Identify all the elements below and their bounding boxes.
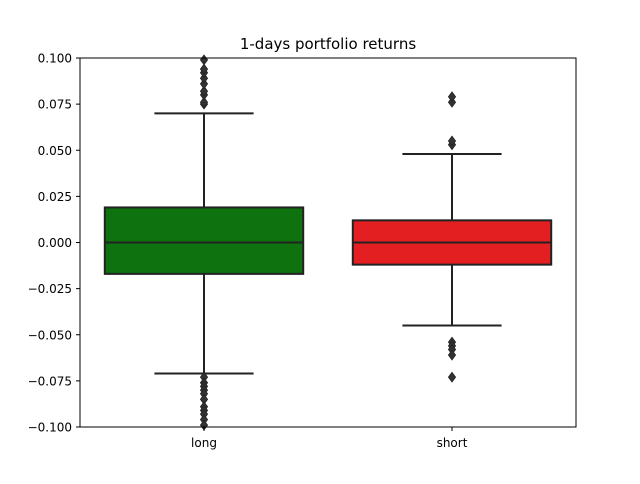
y-tick-label: −0.075 [28,374,72,388]
y-tick-label: 0.075 [38,98,72,112]
plot-frame [79,57,577,428]
box-group-short [351,91,553,383]
outlier-point [447,91,457,103]
y-tick-label: 0.025 [38,190,72,204]
boxes-layer [103,54,553,431]
outlier-point [447,349,457,361]
x-tick-label: long [191,436,217,450]
box-group-long [103,54,305,431]
y-tick-label: −0.025 [28,282,72,296]
iqr-box [103,206,305,275]
outlier-point [447,371,457,383]
outlier-point [199,63,209,75]
y-tick-label: −0.050 [28,328,72,342]
y-tick-label: 0.050 [38,144,72,158]
y-tick-label: 0.000 [38,236,72,250]
outlier-point [199,96,209,108]
outlier-point [199,72,209,84]
x-tick-label: short [437,436,468,450]
chart-title: 1-days portfolio returns [240,35,416,53]
y-tick-label: 0.100 [38,52,72,66]
outlier-point [199,85,209,97]
axes-layer: long short −0.100 −0.075 −0.050 −0.025 0.000 0.… [28,52,577,450]
outlier-point [447,135,457,147]
outlier-point [447,96,457,108]
outlier-point [199,78,209,90]
y-tick-label: −0.100 [28,421,72,435]
